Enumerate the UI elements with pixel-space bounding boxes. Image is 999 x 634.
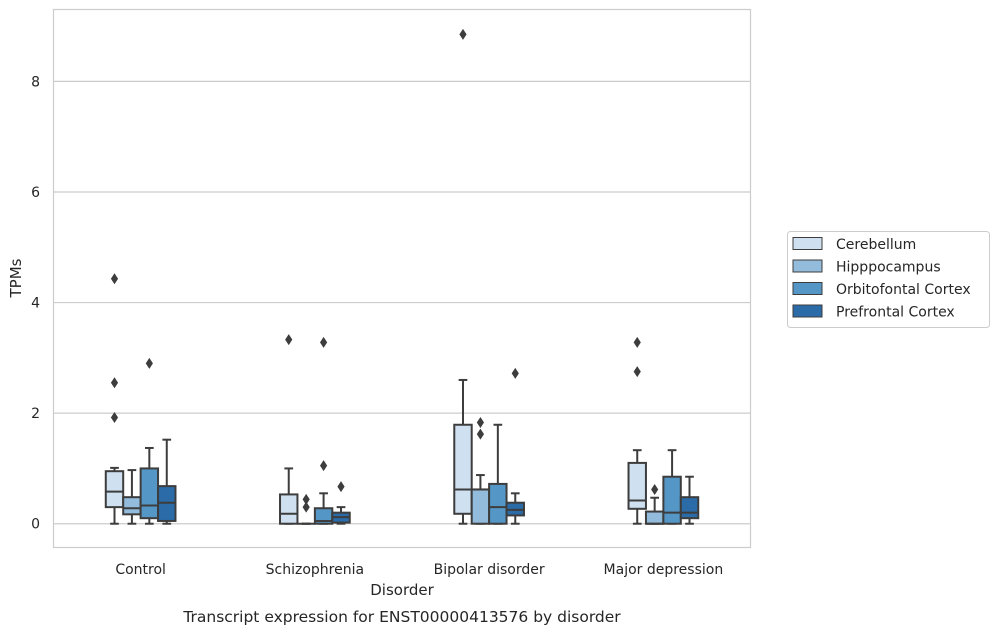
- legend-swatch: [792, 259, 823, 273]
- outlier-point: [459, 28, 467, 40]
- box: [122, 496, 142, 516]
- outlier-point: [319, 460, 328, 472]
- x-axis-label: Disorder: [370, 581, 434, 599]
- box-plot: [279, 334, 299, 525]
- legend-swatch: [792, 282, 823, 295]
- outlier-point: [302, 501, 310, 513]
- box-plot: [679, 475, 700, 525]
- outlier-point: [651, 483, 659, 495]
- box-plot: [453, 28, 473, 525]
- box-plot: [662, 449, 682, 525]
- box-plot: [627, 336, 647, 525]
- y-tick-label: 2: [31, 406, 40, 422]
- outlier-point: [110, 377, 119, 389]
- box-plot: [297, 493, 315, 525]
- box: [104, 470, 125, 509]
- box: [279, 493, 299, 525]
- box: [139, 467, 160, 520]
- x-tick-label: Schizophrenia: [266, 562, 364, 578]
- x-tick-label: Major depression: [604, 562, 724, 578]
- box-plots: [104, 28, 700, 525]
- legend-swatch: [792, 304, 823, 318]
- box: [470, 488, 491, 525]
- box-plot: [505, 367, 525, 525]
- outlier-point: [633, 336, 641, 348]
- box-plot: [139, 357, 160, 525]
- outlier-point: [476, 417, 485, 429]
- box-plot: [122, 469, 142, 525]
- legend-frame: [787, 231, 990, 328]
- box: [644, 510, 665, 525]
- outlier-point: [145, 357, 153, 369]
- x-tick-label: Control: [115, 562, 166, 578]
- y-tick-label: 0: [31, 517, 40, 533]
- box-plot: [470, 417, 491, 525]
- y-axis-label: TPMs: [7, 258, 25, 298]
- y-tick-label: 8: [31, 74, 40, 90]
- outlier-point: [319, 336, 328, 348]
- box-plot: [157, 438, 177, 525]
- box-plot: [331, 481, 351, 525]
- outlier-point: [337, 481, 345, 493]
- plot-frame: [52, 8, 752, 549]
- box: [662, 475, 682, 525]
- y-tick-label: 4: [31, 296, 40, 312]
- outlier-point: [285, 334, 293, 346]
- legend-label: Hipppocampus: [836, 260, 941, 276]
- box: [453, 423, 473, 515]
- legend-swatch: [792, 237, 823, 250]
- grid-lines: [53, 80, 751, 525]
- x-tick-labels: Control Schizophrenia Bipolar disorder Majo…: [115, 562, 723, 578]
- box-plot: [313, 336, 334, 525]
- legend-label: Orbitofontal Cortex: [836, 282, 971, 298]
- x-tick-label: Bipolar disorder: [434, 562, 545, 578]
- box-plot: [488, 423, 508, 525]
- outlier-point: [511, 367, 519, 379]
- outlier-point: [302, 493, 310, 505]
- y-tick-label: 6: [31, 185, 40, 201]
- box: [488, 482, 508, 525]
- box-plot: [104, 273, 125, 525]
- outlier-point: [110, 412, 119, 424]
- legend-label: Prefrontal Cortex: [836, 305, 955, 321]
- outlier-point: [110, 273, 119, 285]
- legend: Cerebellum Hipppocampus Orbitofontal Corte…: [787, 231, 990, 328]
- y-tick-labels: 0 2 4 6 8: [31, 74, 40, 532]
- box: [627, 461, 647, 510]
- box: [679, 496, 700, 520]
- legend-label: Cerebellum: [836, 237, 916, 253]
- box-plot: [644, 483, 665, 525]
- figure-caption: Transcript expression for ENST0000041357…: [182, 608, 621, 626]
- outlier-point: [633, 366, 641, 378]
- outlier-point: [476, 428, 485, 440]
